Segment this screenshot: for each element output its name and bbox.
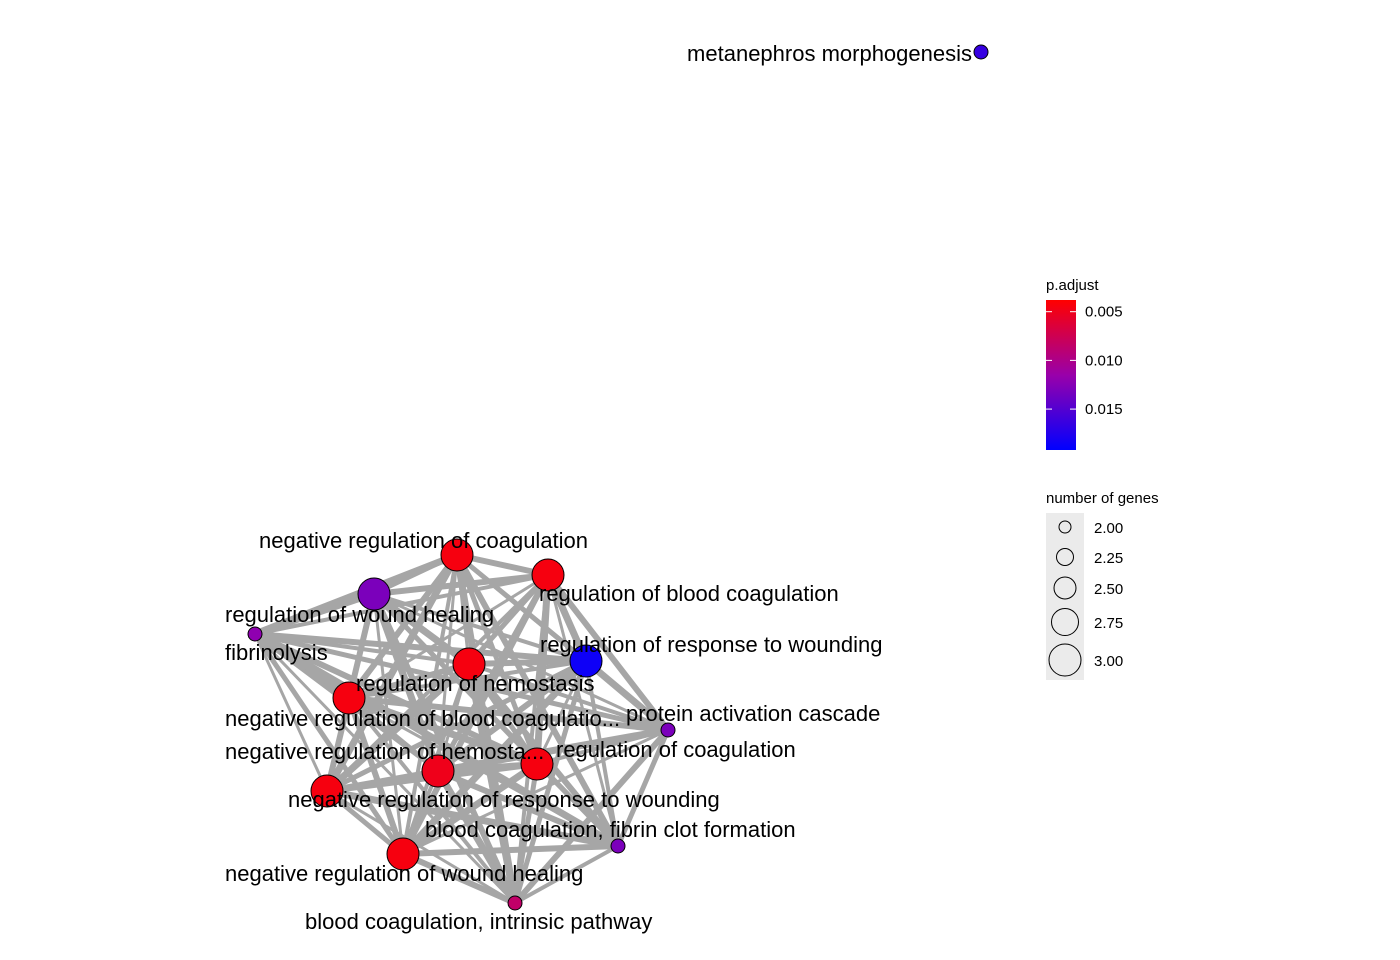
gene-count-legend-label: 3.00 bbox=[1094, 653, 1123, 670]
network-edge bbox=[401, 728, 670, 856]
network-edge bbox=[435, 768, 621, 849]
network-edge bbox=[434, 726, 672, 775]
p-adjust-colorbar bbox=[1046, 300, 1076, 450]
node-labels: metanephros morphogenesis negative regula… bbox=[225, 41, 972, 934]
network-node[interactable] bbox=[247, 626, 263, 642]
network-node[interactable] bbox=[520, 747, 554, 781]
node-label: negative regulation of hemosta... bbox=[225, 739, 544, 764]
network-edge bbox=[253, 632, 517, 905]
network-edge bbox=[545, 572, 671, 733]
node-label: regulation of coagulation bbox=[556, 737, 796, 762]
network-node[interactable] bbox=[569, 644, 603, 678]
network-edge bbox=[252, 631, 406, 857]
p-adjust-legend-title: p.adjust bbox=[1046, 277, 1099, 294]
node-label: blood coagulation, intrinsic pathway bbox=[305, 909, 652, 934]
network-node[interactable] bbox=[357, 577, 391, 611]
nodes bbox=[247, 44, 989, 911]
network-edge bbox=[535, 659, 588, 766]
gene-count-legend-circle bbox=[1056, 548, 1074, 566]
network-node[interactable] bbox=[973, 44, 989, 60]
network-node[interactable] bbox=[332, 681, 366, 715]
network-edge bbox=[434, 767, 519, 907]
network-edge bbox=[253, 632, 329, 793]
network-edge bbox=[346, 695, 406, 857]
network-edge bbox=[371, 572, 551, 597]
network-edge bbox=[372, 592, 588, 663]
p-adjust-tick-label: 0.015 bbox=[1085, 401, 1123, 418]
network-edge bbox=[400, 843, 621, 857]
network-edge bbox=[372, 592, 405, 856]
network-edge bbox=[325, 769, 440, 793]
gene-count-legend-circle bbox=[1053, 576, 1077, 600]
node-label: blood coagulation, fibrin clot formation bbox=[425, 817, 796, 842]
edges bbox=[251, 551, 672, 907]
node-label: negative regulation of wound healing bbox=[225, 861, 583, 886]
p-adjust-tick-label: 0.005 bbox=[1085, 304, 1123, 321]
network-edge bbox=[251, 630, 622, 850]
node-label: fibrinolysis bbox=[225, 640, 328, 665]
gene-count-legend-label: 2.00 bbox=[1094, 520, 1123, 537]
network-edge bbox=[253, 632, 471, 666]
network-node[interactable] bbox=[610, 838, 626, 854]
network-edge bbox=[324, 658, 589, 794]
network-node[interactable] bbox=[660, 722, 676, 738]
network-node[interactable] bbox=[452, 647, 486, 681]
network-edge bbox=[252, 631, 589, 664]
node-label: regulation of response to wounding bbox=[540, 632, 882, 657]
gene-count-legend-label: 2.25 bbox=[1094, 550, 1123, 567]
network-edge bbox=[252, 591, 377, 637]
network-edge bbox=[325, 789, 517, 905]
network-edge bbox=[512, 658, 589, 906]
network-node[interactable] bbox=[507, 895, 523, 911]
gene-count-legend-circle bbox=[1051, 608, 1079, 636]
node-label: metanephros morphogenesis bbox=[687, 41, 972, 66]
network-edge bbox=[323, 660, 473, 795]
network-edge bbox=[582, 657, 672, 734]
network-node[interactable] bbox=[386, 837, 420, 871]
network-edge bbox=[399, 760, 541, 858]
network-edge bbox=[346, 695, 441, 774]
network-edge bbox=[347, 696, 517, 905]
network-edge bbox=[345, 694, 541, 768]
network-edge bbox=[512, 761, 540, 906]
p-adjust-ticks: 0.005 0.010 0.015 bbox=[1046, 304, 1123, 418]
node-label: regulation of blood coagulation bbox=[539, 581, 839, 606]
network-edge bbox=[535, 762, 620, 848]
gene-count-legend-title: number of genes bbox=[1046, 490, 1159, 507]
network-edge bbox=[400, 851, 518, 906]
network-edge bbox=[323, 787, 622, 850]
network-edge bbox=[615, 727, 671, 849]
gene-count-legend-label: 2.75 bbox=[1094, 615, 1123, 632]
p-adjust-tick-label: 0.010 bbox=[1085, 352, 1123, 369]
gene-count-legend-label: 2.50 bbox=[1094, 581, 1123, 598]
gene-count-legend-key-background bbox=[1046, 513, 1084, 680]
node-label: protein activation cascade bbox=[626, 701, 880, 726]
node-label: regulation of hemostasis bbox=[356, 671, 594, 696]
network-node[interactable] bbox=[421, 754, 455, 788]
gene-count-legend-circle bbox=[1048, 643, 1082, 677]
network-edge bbox=[466, 658, 589, 667]
network-edge bbox=[584, 659, 620, 848]
network-edge bbox=[435, 761, 540, 774]
network-edge bbox=[467, 662, 670, 732]
network-node[interactable] bbox=[310, 774, 344, 808]
network-edge bbox=[346, 661, 472, 701]
gene-count-legend-items: 2.00 2.25 2.50 2.75 3.00 bbox=[1048, 520, 1123, 677]
network-edge bbox=[252, 631, 540, 767]
node-label: regulation of wound healing bbox=[225, 602, 494, 627]
node-label: negative regulation of coagulation bbox=[259, 528, 588, 553]
gene-count-legend: number of genes 2.00 2.25 2.50 2.75 3.00 bbox=[1046, 490, 1159, 680]
network-edge bbox=[465, 660, 519, 907]
network-edge bbox=[346, 695, 671, 733]
gene-count-legend-circle bbox=[1058, 520, 1072, 534]
network-edge bbox=[513, 844, 620, 905]
node-label: negative regulation of blood coagulatio.… bbox=[225, 706, 620, 731]
node-label: negative regulation of response to wound… bbox=[288, 787, 720, 812]
p-adjust-legend: p.adjust 0.005 0.010 0.015 bbox=[1046, 277, 1123, 450]
network-node[interactable] bbox=[440, 538, 474, 572]
network-node[interactable] bbox=[531, 558, 565, 592]
